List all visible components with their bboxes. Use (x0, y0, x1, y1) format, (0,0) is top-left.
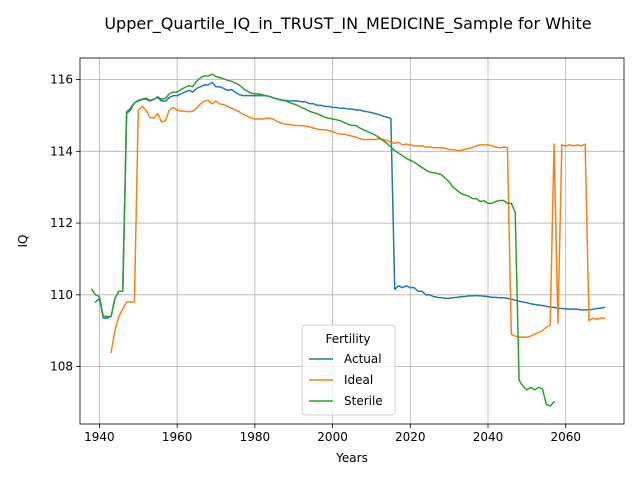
y-tick-label: 112 (50, 216, 73, 230)
x-tick-label: 2020 (395, 430, 426, 444)
y-tick-label: 116 (50, 73, 73, 87)
y-tick-label: 108 (50, 360, 73, 374)
x-tick-label: 1980 (240, 430, 271, 444)
chart-title: Upper_Quartile_IQ_in_TRUST_IN_MEDICINE_S… (104, 14, 591, 34)
series-line-sterile (90, 73, 556, 407)
plot-frame (79, 57, 625, 425)
x-tick-label: 1940 (84, 430, 115, 444)
legend-label-actual: Actual (344, 352, 382, 366)
x-tick-label: 2000 (317, 430, 348, 444)
x-tick-label: 2040 (473, 430, 504, 444)
tick-layer: 1940 1960 1980 2000 2020 2040 2060 108 110 112 114… (50, 73, 581, 444)
y-axis-label: IQ (16, 235, 30, 248)
y-tick-label: 114 (50, 144, 73, 158)
x-tick-label: 1960 (162, 430, 193, 444)
series-line-ideal (110, 99, 606, 354)
x-tick-label: 2060 (550, 430, 581, 444)
legend-label-ideal: Ideal (344, 373, 373, 387)
x-axis-label: Years (335, 451, 368, 465)
legend-title: Fertility (325, 332, 370, 346)
series-layer (90, 73, 606, 407)
series-line-actual (94, 81, 606, 319)
y-tick-label: 110 (50, 288, 73, 302)
legend-label-sterile: Sterile (344, 394, 383, 408)
legend-box (301, 324, 396, 416)
legend: Fertility Actual Ideal Sterile (301, 324, 396, 416)
